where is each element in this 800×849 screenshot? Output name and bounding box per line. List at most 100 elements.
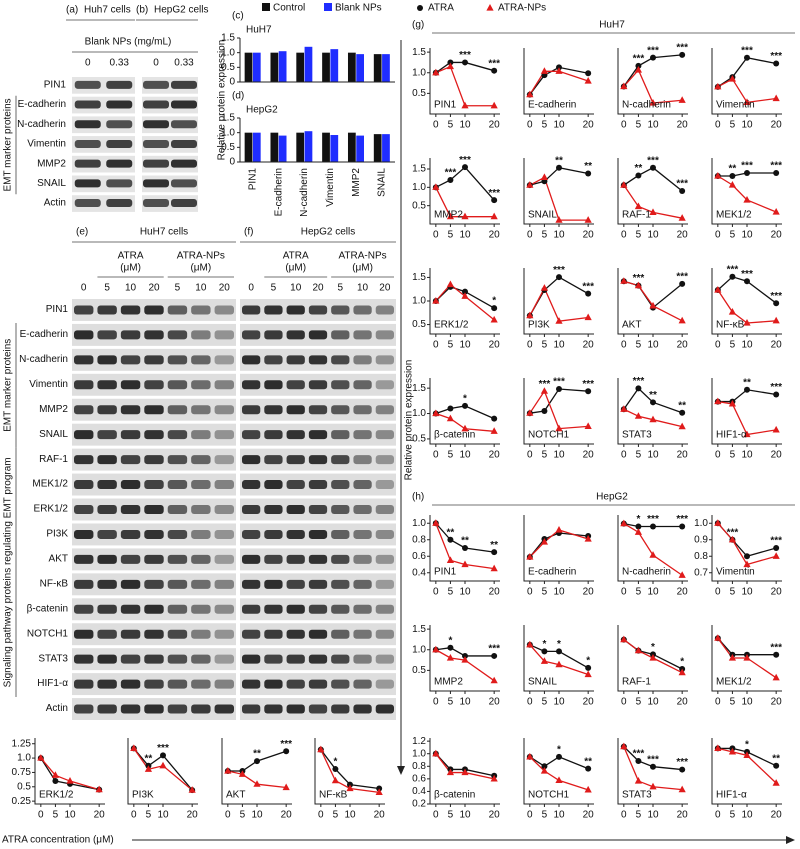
- x-tick-label: 10: [741, 587, 753, 598]
- point: [620, 82, 628, 90]
- blot-band: [74, 480, 94, 490]
- x-tick-label: SNAIL: [377, 168, 388, 197]
- point: [556, 274, 562, 281]
- y-tick-label: 1.0: [17, 753, 31, 764]
- row-label: PI3K: [46, 529, 68, 540]
- series-line: [717, 276, 777, 304]
- blot-band: [97, 629, 117, 639]
- x-tick-label: 10: [741, 810, 753, 821]
- panel-title: β-catenin: [434, 790, 475, 801]
- point: [461, 292, 469, 299]
- lane-label: 20: [312, 283, 324, 294]
- blot-band: [242, 679, 261, 689]
- panel-title: N-cadherin: [622, 567, 671, 578]
- panel-title: HuH7: [599, 20, 625, 31]
- x-tick-label: 20: [677, 450, 689, 461]
- series-line: [529, 644, 589, 669]
- bar: [330, 49, 339, 82]
- panel-label: (e): [76, 227, 88, 238]
- y-tick-label: 0.5: [17, 781, 31, 792]
- blot-band: [264, 330, 283, 340]
- axis: [429, 625, 500, 692]
- x-tick-label: 10: [459, 810, 471, 821]
- blot-band: [171, 120, 197, 129]
- blot-band: [242, 430, 261, 440]
- point: [743, 654, 751, 661]
- arrow-head: [786, 836, 795, 844]
- row-label: PIN1: [46, 304, 69, 315]
- point: [679, 188, 686, 194]
- blot-band: [375, 305, 394, 315]
- blot-band: [144, 629, 164, 639]
- x-tick-label: 20: [489, 450, 501, 461]
- significance: ***: [582, 379, 594, 390]
- series-line: [435, 523, 495, 570]
- point: [650, 54, 656, 61]
- blot-band: [331, 604, 350, 614]
- axis: [34, 738, 105, 805]
- row-label: NF-κB: [40, 578, 69, 589]
- blot-band: [106, 159, 133, 168]
- legend-marker: [417, 5, 423, 11]
- axis: [711, 515, 782, 582]
- blot-band: [74, 159, 101, 168]
- point: [679, 280, 686, 287]
- point: [714, 519, 722, 526]
- y-tick-label: 0.5: [412, 665, 426, 676]
- x-tick-label: 0: [527, 697, 533, 708]
- y-tick-label: 1.5: [412, 383, 426, 394]
- blot-band: [331, 654, 350, 664]
- blot-band: [308, 305, 328, 315]
- blot-band: [331, 430, 350, 440]
- point: [446, 414, 455, 422]
- significance: ***: [539, 379, 551, 390]
- point: [555, 216, 563, 223]
- x-tick-label: 0: [527, 230, 533, 241]
- significance: ***: [553, 265, 565, 276]
- group-label: EMT marker proteins: [3, 339, 14, 432]
- treatment-unit: (μM): [352, 263, 373, 274]
- point: [649, 99, 657, 106]
- point: [678, 422, 686, 430]
- series-line: [435, 412, 495, 432]
- point: [650, 763, 656, 770]
- bar: [278, 51, 287, 82]
- blot-band: [264, 654, 283, 664]
- blot-band: [214, 305, 234, 315]
- blot-band: [144, 654, 164, 664]
- bar: [382, 54, 390, 82]
- y-tick-label: 0.5: [412, 200, 426, 211]
- panel-title: PI3K: [528, 320, 550, 331]
- blot-band: [74, 629, 94, 639]
- bar: [322, 52, 330, 82]
- bar: [304, 131, 313, 162]
- x-tick-label: 10: [553, 450, 565, 461]
- treatment-unit: (μM): [120, 263, 141, 274]
- point: [585, 765, 592, 772]
- lane-label: 20: [379, 283, 391, 294]
- axis: [617, 378, 688, 445]
- point: [490, 676, 498, 684]
- y-tick-label: 1.0: [412, 644, 426, 655]
- blot-band: [286, 505, 305, 514]
- point: [432, 519, 440, 526]
- series-line: [133, 748, 193, 791]
- significance: ***: [770, 161, 782, 172]
- significance: **: [635, 163, 643, 174]
- blot-band: [331, 380, 350, 390]
- point: [714, 286, 722, 293]
- point: [556, 648, 562, 655]
- x-tick-label: 0: [715, 120, 721, 131]
- x-tick-label: 20: [489, 230, 501, 241]
- x-tick-label: 5: [636, 697, 642, 708]
- significance: *: [492, 296, 496, 307]
- series-line: [133, 748, 193, 791]
- significance: *: [745, 740, 749, 751]
- legend-marker: [486, 4, 494, 11]
- blot-band: [97, 704, 117, 714]
- axis: [711, 625, 782, 692]
- significance: **: [649, 390, 657, 401]
- axis: [523, 738, 594, 805]
- point: [649, 551, 657, 558]
- point: [283, 748, 290, 755]
